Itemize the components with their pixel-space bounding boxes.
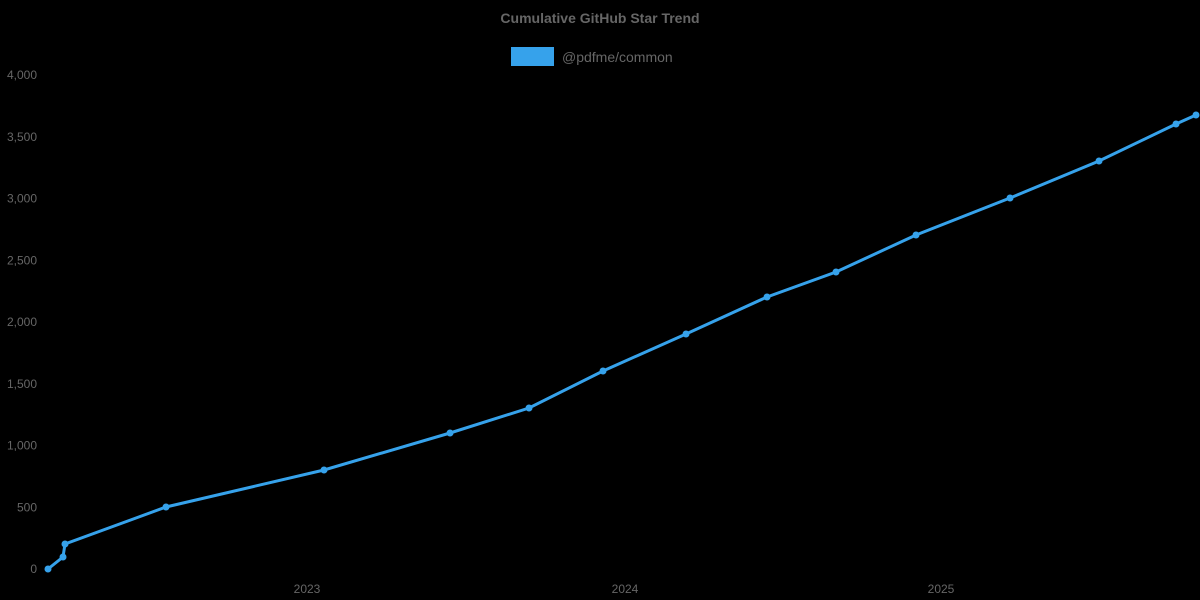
y-axis: 0 500 1,000 1,500 2,000 2,500 3,000 3,500 4,000 — [7, 68, 37, 576]
y-tick-label: 500 — [17, 500, 37, 514]
data-point[interactable] — [1172, 120, 1180, 128]
data-point[interactable] — [44, 565, 52, 573]
y-tick-label: 3,000 — [7, 192, 37, 206]
x-axis: 2023 2024 2025 — [294, 582, 955, 596]
data-point[interactable] — [525, 404, 533, 412]
series-line — [47, 113, 1197, 571]
data-point[interactable] — [1006, 194, 1014, 202]
y-tick-label: 2,000 — [7, 315, 37, 329]
data-point[interactable] — [912, 231, 920, 239]
data-point[interactable] — [763, 293, 771, 301]
y-tick-label: 3,500 — [7, 130, 37, 144]
x-tick-label: 2025 — [928, 582, 955, 596]
x-tick-label: 2023 — [294, 582, 321, 596]
data-point[interactable] — [599, 367, 607, 375]
legend-swatch — [511, 47, 554, 66]
data-point[interactable] — [446, 429, 454, 437]
chart-title: Cumulative GitHub Star Trend — [500, 10, 700, 26]
data-point[interactable] — [59, 553, 67, 561]
data-point[interactable] — [1095, 157, 1103, 165]
legend[interactable]: @pdfme/common — [511, 47, 673, 66]
y-tick-label: 1,000 — [7, 439, 37, 453]
data-point[interactable] — [682, 330, 690, 338]
x-tick-label: 2024 — [612, 582, 639, 596]
y-tick-label: 2,500 — [7, 253, 37, 267]
y-tick-label: 1,500 — [7, 377, 37, 391]
legend-label: @pdfme/common — [562, 48, 673, 65]
data-point[interactable] — [1192, 111, 1200, 119]
y-tick-label: 4,000 — [7, 68, 37, 82]
data-point[interactable] — [320, 466, 328, 474]
data-point[interactable] — [162, 503, 170, 511]
data-point[interactable] — [61, 540, 69, 548]
y-tick-label: 0 — [30, 562, 37, 576]
data-point[interactable] — [832, 268, 840, 276]
series-points — [44, 111, 1200, 573]
